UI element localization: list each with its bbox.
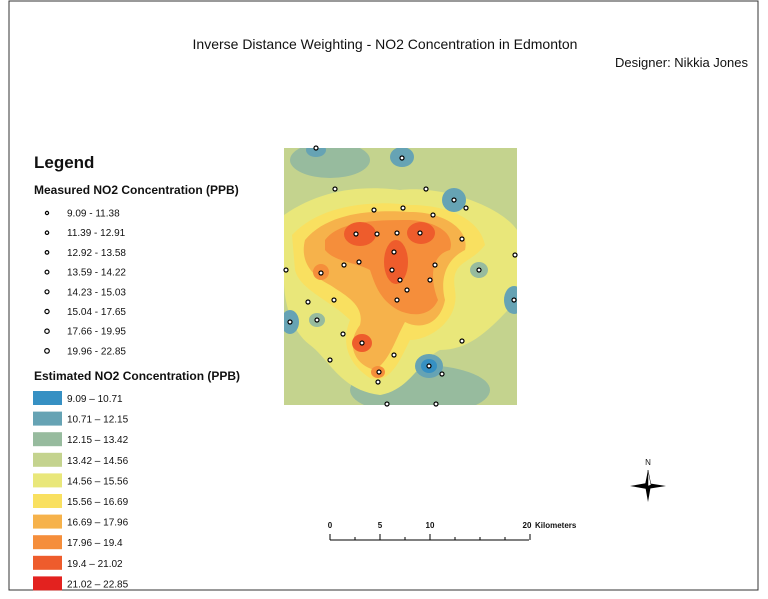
sample-point — [459, 338, 465, 344]
legend-measured-title: Measured NO2 Concentration (PPB) — [34, 183, 239, 197]
sample-point — [305, 299, 311, 305]
legend-swatch — [33, 494, 62, 508]
sample-point — [287, 319, 293, 325]
legend-point-symbol — [44, 328, 50, 335]
sample-point — [426, 363, 432, 369]
legend-point-label: 11.39 - 12.91 — [67, 228, 126, 239]
scale-tick-label: 0 — [328, 521, 333, 530]
legend: 9.09 - 11.38 11.39 - 12.91 12.92 - 13.58 13… — [33, 209, 129, 591]
legend-point-symbol — [44, 308, 50, 315]
sample-point — [430, 212, 436, 218]
sample-point — [371, 207, 377, 213]
legend-class-label: 12.15 – 13.42 — [67, 435, 129, 446]
sample-point — [327, 357, 333, 363]
sample-point — [511, 297, 517, 303]
legend-class-label: 16.69 – 17.96 — [67, 518, 129, 529]
idw-surface — [284, 148, 517, 405]
sample-point — [313, 145, 319, 151]
legend-class-label: 21.02 – 22.85 — [67, 579, 129, 590]
legend-swatch — [33, 576, 62, 591]
sample-point — [512, 252, 518, 258]
legend-heading: Legend — [34, 153, 94, 172]
legend-class-label: 10.71 – 12.15 — [67, 415, 129, 426]
sample-point — [400, 205, 406, 211]
legend-point-symbol — [44, 210, 50, 216]
sample-point — [332, 186, 338, 192]
north-arrow: N — [630, 458, 666, 502]
sample-point — [417, 230, 423, 236]
sample-point — [384, 401, 390, 407]
sample-point — [389, 267, 395, 273]
sample-point — [427, 277, 433, 283]
sample-point — [391, 249, 397, 255]
legend-point-symbol — [44, 249, 50, 255]
sample-point — [394, 297, 400, 303]
legend-swatch — [33, 535, 62, 550]
sample-point — [433, 401, 439, 407]
sample-point — [397, 277, 403, 283]
scale-tick-label: 20 — [523, 521, 532, 530]
legend-point-label: 13.59 - 14.22 — [67, 268, 126, 279]
legend-estimated-title: Estimated NO2 Concentration (PPB) — [34, 369, 240, 383]
legend-class-label: 19.4 – 21.02 — [67, 559, 123, 570]
legend-class-label: 15.56 – 16.69 — [67, 497, 129, 508]
sample-point — [331, 297, 337, 303]
legend-point-label: 14.23 - 15.03 — [67, 287, 126, 298]
sample-point — [391, 352, 397, 358]
sample-point — [423, 186, 429, 192]
sample-point — [283, 267, 289, 273]
sample-point — [314, 317, 320, 323]
legend-point-label: 12.92 - 13.58 — [67, 248, 126, 259]
legend-class-label: 14.56 – 15.56 — [67, 476, 129, 487]
sample-point — [359, 340, 365, 346]
scale-bar: 0 5 10 20 — [328, 521, 532, 541]
legend-point-symbol — [44, 269, 50, 275]
sample-point — [451, 197, 457, 203]
sample-point — [459, 236, 465, 242]
legend-class-label: 9.09 – 10.71 — [67, 394, 123, 405]
sample-point — [356, 259, 362, 265]
sample-point — [353, 231, 359, 237]
scale-tick-label: 10 — [426, 521, 435, 530]
sample-point — [399, 155, 405, 161]
legend-point-label: 19.96 - 22.85 — [67, 346, 126, 357]
legend-swatch — [33, 391, 62, 405]
legend-swatch — [33, 432, 62, 447]
sample-point — [404, 287, 410, 293]
sample-point — [394, 230, 400, 236]
sample-point — [463, 205, 469, 211]
sample-points — [283, 145, 518, 407]
legend-swatch — [33, 555, 62, 570]
scale-tick-label: 5 — [378, 521, 383, 530]
scale-unit: Kilometers — [535, 521, 577, 530]
legend-point-symbol — [44, 230, 50, 236]
sample-point — [340, 331, 346, 337]
sample-point — [374, 231, 380, 237]
legend-class-label: 13.42 – 14.56 — [67, 456, 129, 467]
legend-swatch — [33, 514, 62, 529]
north-label: N — [645, 458, 651, 467]
legend-point-label: 15.04 - 17.65 — [67, 307, 126, 318]
sample-point — [439, 371, 445, 377]
legend-class-label: 17.96 – 19.4 — [67, 538, 123, 549]
sample-point — [318, 270, 324, 276]
sample-point — [375, 379, 381, 385]
sample-point — [376, 369, 382, 375]
legend-point-symbol — [44, 289, 50, 295]
legend-point-label: 17.66 - 19.95 — [67, 327, 126, 338]
map-title: Inverse Distance Weighting - NO2 Concent… — [193, 36, 578, 52]
legend-point-label: 9.09 - 11.38 — [67, 209, 120, 220]
legend-point-symbol — [44, 348, 50, 354]
sample-point — [432, 262, 438, 268]
legend-swatch — [33, 411, 62, 426]
sample-point — [476, 267, 482, 273]
designer: Designer: Nikkia Jones — [615, 55, 748, 70]
sample-point — [341, 262, 347, 268]
legend-swatch — [33, 452, 62, 467]
legend-swatch — [33, 473, 62, 488]
